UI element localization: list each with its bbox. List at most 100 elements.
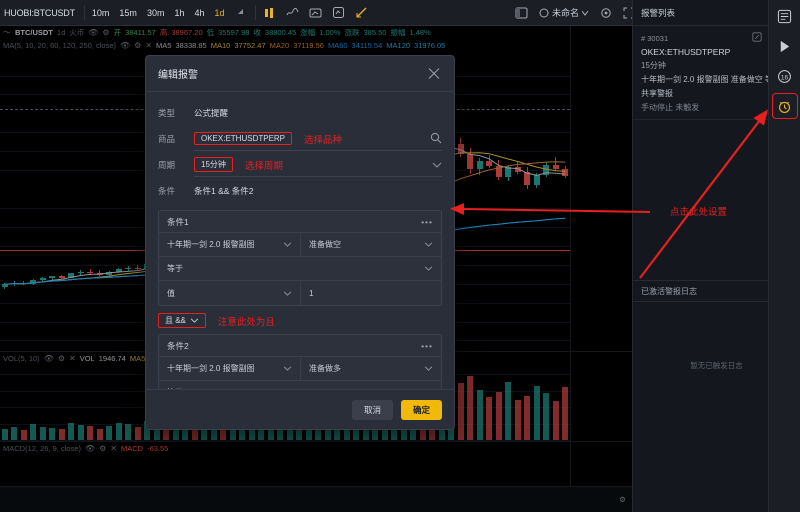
dialog-body: 类型 公式提醒 商品 OKEX:ETHUSDTPERP 选择品种 周期 15分钟… bbox=[146, 92, 454, 389]
condition1-indicator-select[interactable]: 十年期一剑 2.0 报警副图 bbox=[159, 233, 300, 256]
edit-icon[interactable] bbox=[752, 32, 762, 44]
indicators-icon[interactable] bbox=[327, 0, 350, 26]
ma20-value: 37119.56 bbox=[293, 41, 324, 50]
ma-legend-title[interactable]: MA(5, 10, 20, 60, 120, 250, close) bbox=[3, 41, 116, 50]
settings-icon[interactable] bbox=[594, 0, 617, 26]
symbol-field[interactable]: OKEX:ETHUSDTPERP 选择品种 bbox=[194, 127, 442, 151]
vol-legend-title[interactable]: VOL(5, 10) bbox=[3, 354, 40, 363]
timeframe-1d[interactable]: 1d bbox=[214, 7, 225, 18]
visibility-icon-vol[interactable]: 👁 bbox=[43, 354, 54, 363]
volume-bar bbox=[543, 393, 550, 440]
layout-icon[interactable] bbox=[510, 0, 533, 26]
macd-value: -63.55 bbox=[147, 444, 169, 453]
condition2-card: 条件2 ••• 十年期一剑 2.0 报警副图 准备做多 等于 bbox=[158, 334, 442, 389]
news-icon[interactable] bbox=[773, 34, 797, 58]
legend-amp-value: 1.48% bbox=[409, 28, 431, 37]
chart-legend-macd: MACD(12, 26, 9, close) 👁 ⚙ ✕ MACD -63.55 bbox=[0, 442, 570, 455]
condition-summary: 条件1 && 条件2 bbox=[194, 186, 254, 196]
volume-bar bbox=[552, 400, 559, 440]
chevron-down-icon bbox=[424, 266, 433, 271]
trend-line-icon[interactable] bbox=[350, 0, 373, 26]
chevron-down-icon[interactable] bbox=[230, 0, 253, 26]
condition1-operator-text: 等于 bbox=[167, 264, 183, 273]
time-axis[interactable]: ⚙ bbox=[0, 486, 632, 512]
chevron-down-icon[interactable] bbox=[432, 160, 442, 170]
legend-high-value: 38967.20 bbox=[171, 28, 203, 37]
settings-pointer-annotation: 点击此处设置 bbox=[670, 207, 728, 218]
period-select[interactable]: 15分钟 bbox=[194, 157, 233, 172]
legend-settings-icon[interactable]: ⚙ bbox=[102, 28, 110, 37]
condition1-operator-select[interactable]: 等于 bbox=[159, 257, 441, 280]
settings-icon-macd[interactable]: ⚙ bbox=[99, 444, 107, 453]
condition-label: 条件 bbox=[158, 186, 176, 196]
condition2-signal-select[interactable]: 准备做多 bbox=[300, 357, 441, 380]
visibility-icon-macd[interactable]: 👁 bbox=[84, 444, 96, 453]
search-icon[interactable] bbox=[430, 132, 442, 146]
right-icon-rail: 16 bbox=[768, 0, 800, 512]
type-label: 类型 bbox=[158, 108, 176, 118]
condition1-value-input[interactable]: 1 bbox=[300, 281, 441, 305]
timeframe-30m[interactable]: 30m bbox=[146, 7, 165, 18]
timeframe-4h[interactable]: 4h bbox=[194, 7, 205, 18]
settings-icon-ma[interactable]: ⚙ bbox=[134, 41, 142, 50]
line-chart-icon[interactable] bbox=[281, 0, 304, 26]
cancel-button[interactable]: 取消 bbox=[351, 399, 393, 420]
volume-bar bbox=[533, 385, 540, 440]
period-field[interactable]: 15分钟 选择周期 bbox=[194, 153, 442, 177]
ma120-value: 31976.05 bbox=[414, 41, 446, 50]
alert-log-empty-text: 暂无已触发日志 bbox=[690, 361, 743, 370]
volume-bar bbox=[87, 426, 94, 440]
visibility-icon-ma[interactable]: 👁 bbox=[119, 41, 131, 50]
close-icon[interactable] bbox=[426, 66, 442, 82]
condition2-indicator-text: 十年期一剑 2.0 报警副图 bbox=[167, 364, 255, 373]
type-value: 公式提醒 bbox=[194, 108, 229, 118]
close-icon-vol[interactable]: ✕ bbox=[69, 354, 76, 363]
ma120-name: MA120 bbox=[386, 41, 411, 50]
volume-bar bbox=[11, 427, 18, 440]
volume-bar bbox=[115, 422, 122, 440]
close-icon-macd[interactable]: ✕ bbox=[110, 444, 117, 453]
ma5-name: MA5 bbox=[156, 41, 172, 50]
symbol-label: 商品 bbox=[158, 134, 176, 144]
user-menu[interactable]: 未命名 bbox=[533, 6, 594, 19]
condition1-valuetype-select[interactable]: 值 bbox=[159, 281, 300, 305]
more-options-icon[interactable]: ••• bbox=[421, 340, 433, 351]
timeframe-1h[interactable]: 1h bbox=[174, 7, 185, 18]
macd-legend-title[interactable]: MACD(12, 26, 9, close) bbox=[3, 444, 81, 453]
logic-operator-text: 且 && bbox=[165, 316, 186, 325]
volma5-name: MA5 bbox=[129, 354, 146, 363]
compare-icon[interactable] bbox=[304, 0, 327, 26]
confirm-button[interactable]: 确定 bbox=[400, 399, 442, 420]
time-axis-settings-icon[interactable]: ⚙ bbox=[619, 495, 626, 504]
alert-description: 十年期一剑 2.0 报警副图 准备做空 等于 1 bbox=[641, 75, 788, 84]
visibility-icon[interactable]: 👁 bbox=[88, 28, 99, 37]
condition1-signal-select[interactable]: 准备做空 bbox=[300, 233, 441, 256]
more-options-icon[interactable]: ••• bbox=[421, 216, 433, 227]
legend-symbol[interactable]: BTC/USDT bbox=[15, 28, 53, 37]
volume-bar bbox=[134, 427, 141, 440]
condition1-title: 条件1 bbox=[167, 216, 189, 227]
volume-bar bbox=[77, 425, 84, 440]
ma60-value: 34115.54 bbox=[351, 41, 383, 50]
alert-clock-icon[interactable] bbox=[771, 93, 798, 119]
candles-icon[interactable] bbox=[258, 0, 281, 26]
eye-toggle-icon[interactable]: 〜 bbox=[3, 28, 11, 37]
symbol-input[interactable]: OKEX:ETHUSDTPERP bbox=[194, 132, 293, 145]
symbol-search-button[interactable]: HUOBI:BTCUSDT bbox=[4, 7, 75, 18]
watchlist-icon[interactable] bbox=[773, 4, 797, 28]
condition2-operator-select[interactable]: 等于 bbox=[159, 381, 441, 389]
timeframe-15m[interactable]: 15m bbox=[119, 7, 137, 18]
legend-amp-label: 振幅 bbox=[390, 28, 406, 37]
alert-symbol: OKEX:ETHUSDTPERP bbox=[641, 47, 731, 57]
settings-icon-vol[interactable]: ⚙ bbox=[57, 354, 66, 363]
legend-changepct-label: 涨幅 bbox=[300, 28, 316, 37]
alert-timeframe: 15分钟 bbox=[641, 61, 666, 70]
condition2-indicator-select[interactable]: 十年期一剑 2.0 报警副图 bbox=[159, 357, 300, 380]
chevron-down-icon bbox=[283, 291, 292, 296]
close-icon-ma[interactable]: ✕ bbox=[145, 41, 153, 50]
calendar-icon[interactable]: 16 bbox=[773, 64, 797, 88]
logic-operator-select[interactable]: 且 && bbox=[158, 313, 206, 328]
timeframe-10m[interactable]: 10m bbox=[91, 7, 110, 18]
dialog-header: 编辑报警 bbox=[146, 56, 454, 92]
price-axis[interactable] bbox=[570, 26, 632, 486]
